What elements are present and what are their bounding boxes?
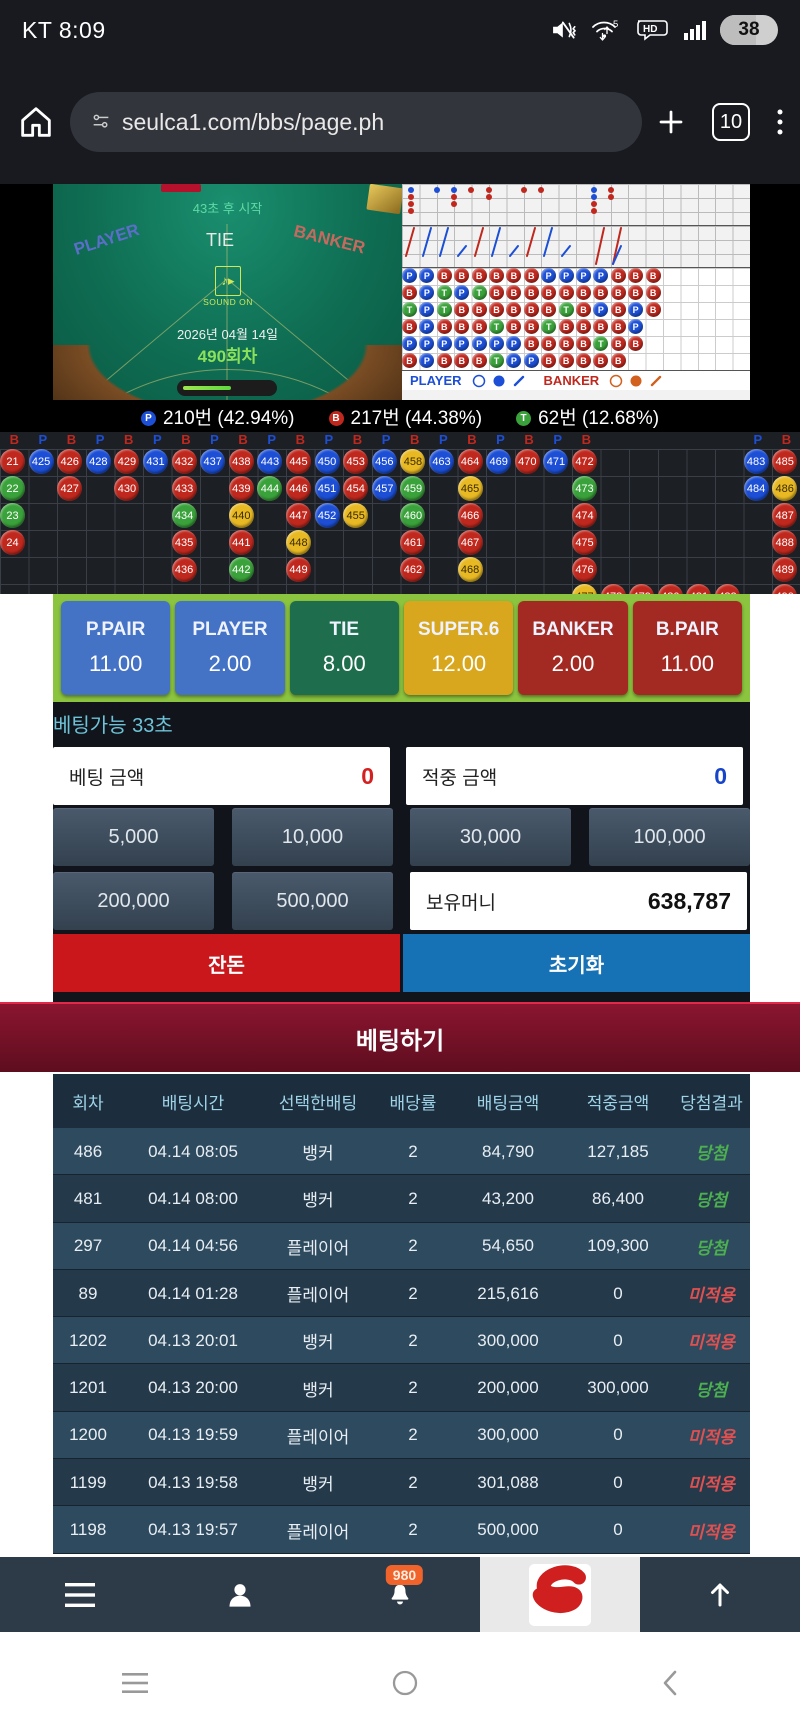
svg-text:HD: HD [643, 24, 657, 35]
svg-text:5: 5 [613, 19, 618, 30]
